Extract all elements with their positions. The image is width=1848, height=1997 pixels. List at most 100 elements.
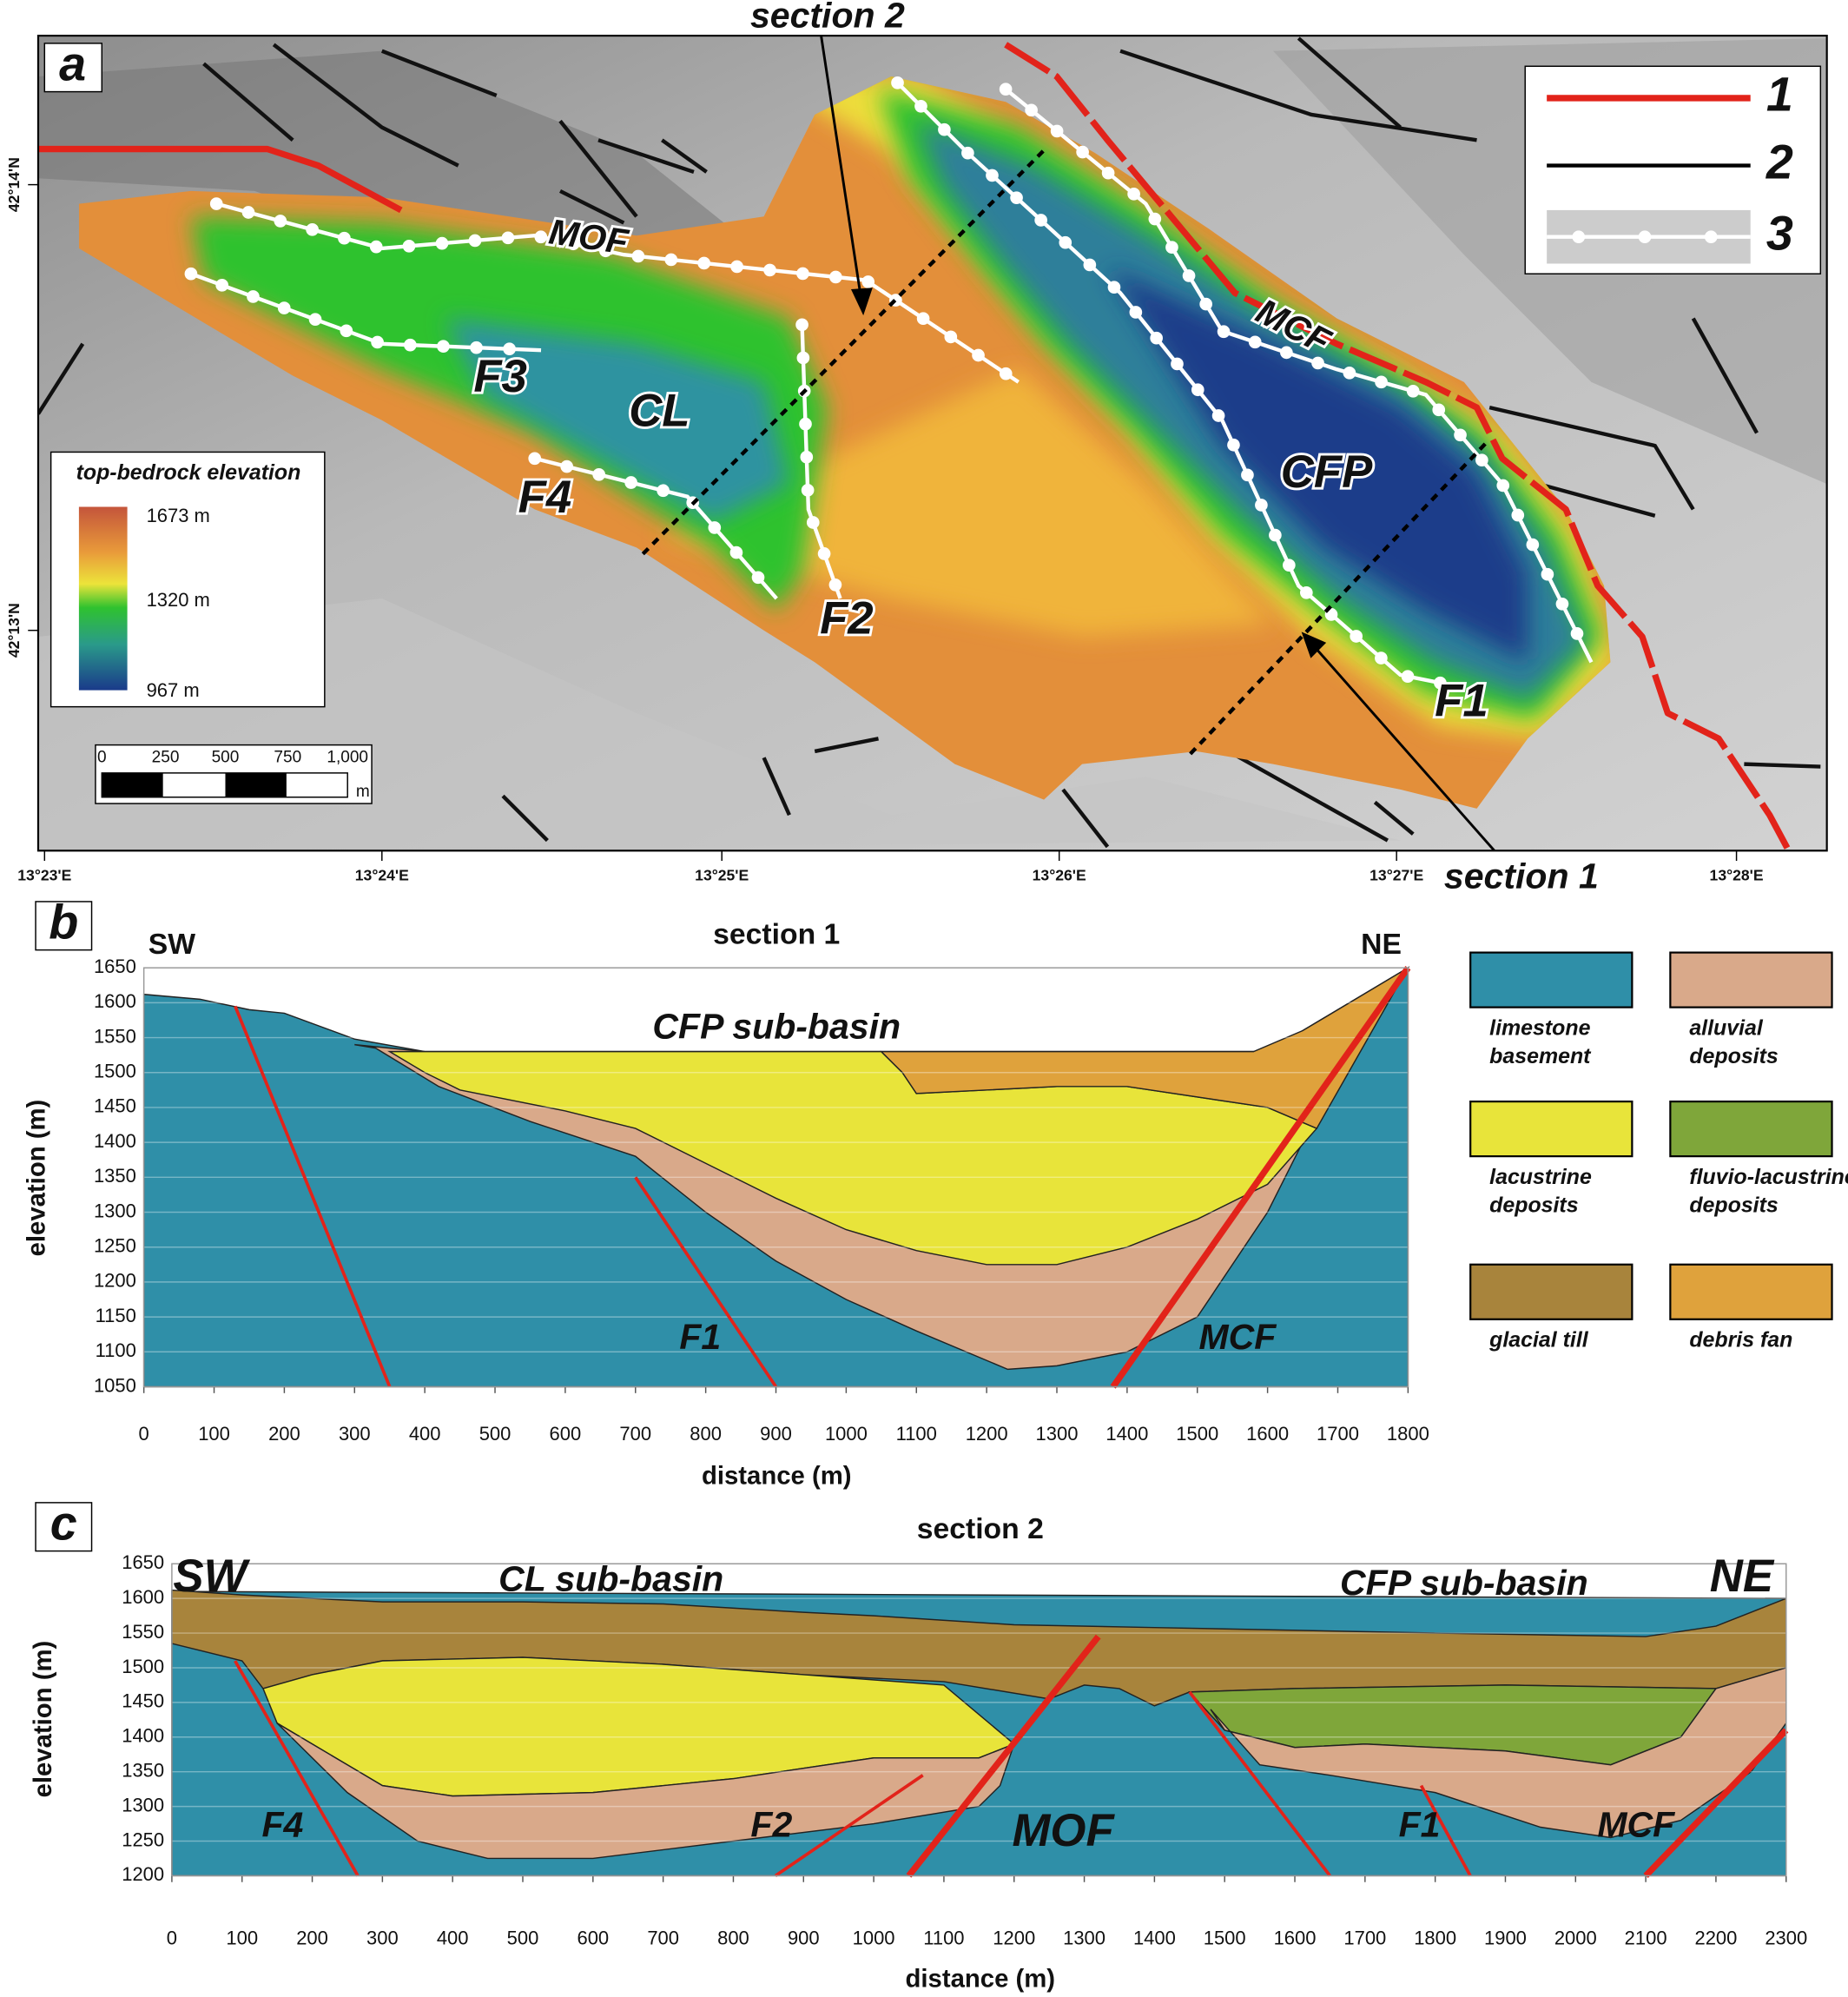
- lon-label: 13°24'E: [355, 866, 409, 883]
- x-tick-label: 0: [167, 1928, 177, 1949]
- y-tick-label: 1450: [94, 1095, 136, 1117]
- legend-label: fluvio-lacustrine deposits: [1689, 1165, 1848, 1217]
- panel-label: c: [50, 1496, 77, 1550]
- y-tick-label: 1200: [94, 1270, 136, 1292]
- lat-label: 42°14'N: [5, 157, 23, 212]
- map-label: F4: [518, 472, 572, 523]
- x-tick-label: 1100: [896, 1423, 937, 1445]
- scale-label: 750: [274, 748, 301, 766]
- chart-title: section 2: [917, 1512, 1044, 1545]
- y-tick-label: 1350: [94, 1165, 136, 1187]
- panel-box: [35, 901, 93, 951]
- annotation: MCF: [1597, 1805, 1675, 1845]
- hills: [37, 598, 1401, 851]
- annotation: NE: [1710, 1551, 1775, 1602]
- annotation: MOF: [1012, 1805, 1115, 1856]
- y-tick-label: 1500: [94, 1061, 136, 1082]
- lon-label: 13°27'E: [1370, 866, 1423, 883]
- y-tick-label: 1400: [122, 1725, 164, 1747]
- y-tick-label: 1450: [122, 1690, 164, 1712]
- legend-label: limestone basement: [1489, 1015, 1596, 1068]
- faults-1: [37, 42, 1792, 851]
- fault: [1110, 966, 1411, 1389]
- annotation: CFP sub-basin: [652, 1006, 901, 1046]
- map-label: 967 m: [147, 679, 200, 701]
- y-tick-label: 1500: [122, 1656, 164, 1677]
- x-tick-label: 0: [139, 1423, 149, 1445]
- x-tick-label: 500: [507, 1928, 539, 1949]
- x-tick-label: 800: [717, 1928, 749, 1949]
- fault: [906, 1634, 1101, 1878]
- map-label: CL: [629, 385, 690, 436]
- map-label: 1320 m: [147, 589, 210, 611]
- x-tick-label: 300: [366, 1928, 399, 1949]
- fault: [1643, 1728, 1789, 1878]
- map-label: m: [356, 783, 370, 801]
- legend-swatch: [1469, 951, 1634, 1008]
- x-tick-label: 200: [268, 1423, 300, 1445]
- x-tick-label: 2100: [1625, 1928, 1667, 1949]
- lat-label: 42°13'N: [5, 603, 23, 658]
- fault: [1419, 1784, 1472, 1877]
- x-tick-label: 100: [198, 1423, 230, 1445]
- y-tick-label: 1300: [122, 1794, 164, 1815]
- x-tick-label: 1500: [1176, 1423, 1218, 1445]
- section: 1200 1250 1300 1350 1400 1450 1500 1550 1600 1650…: [29, 1496, 1807, 1993]
- y-tick-label: 1550: [94, 1025, 136, 1047]
- annotation: SW: [148, 928, 195, 961]
- annotation: F1: [1399, 1805, 1441, 1845]
- y-tick-label: 1350: [122, 1759, 164, 1781]
- legend-label: lacustrine deposits: [1489, 1165, 1598, 1217]
- fault: [234, 1660, 360, 1877]
- scale-label: 1,000: [327, 748, 368, 766]
- scalebar-seg: [102, 772, 163, 797]
- annotation: MCF: [1198, 1317, 1277, 1357]
- x-tick-label: 200: [296, 1928, 328, 1949]
- map-label: CFP: [1281, 446, 1373, 498]
- x-tick-label: 1500: [1204, 1928, 1246, 1949]
- x-tick-label: 1100: [923, 1928, 964, 1949]
- chart-title: section 1: [713, 917, 840, 950]
- plot-frame: [171, 1563, 1787, 1877]
- x-tick-label: 400: [409, 1423, 441, 1445]
- x-tick-label: 1400: [1133, 1928, 1176, 1949]
- x-tick-label: 1300: [1063, 1928, 1106, 1949]
- map-label: section 1: [1444, 856, 1599, 896]
- y-tick-label: 1600: [94, 990, 136, 1012]
- x-tick-label: 500: [479, 1423, 512, 1445]
- legend-label: alluvial deposits: [1689, 1015, 1778, 1068]
- lon-label: 13°25'E: [695, 866, 749, 883]
- map-label: F3: [473, 351, 527, 402]
- y-tick-label: 1300: [94, 1200, 136, 1221]
- panel-box: [35, 1502, 93, 1552]
- colorbar: [78, 506, 128, 691]
- x-tick-label: 300: [339, 1423, 371, 1445]
- y-tick-label: 1550: [122, 1621, 164, 1643]
- annotation: F2: [750, 1805, 792, 1845]
- fault: [774, 1774, 924, 1877]
- layer: [276, 1723, 1015, 1860]
- x-tick-label: 100: [226, 1928, 258, 1949]
- x-tick-label: 1800: [1387, 1423, 1429, 1445]
- layer: [880, 966, 1410, 1129]
- x-tick-label: 1900: [1484, 1928, 1527, 1949]
- y-tick-label: 1200: [122, 1863, 164, 1885]
- x-tick-label: 1700: [1317, 1423, 1359, 1445]
- x-axis-label: distance (m): [906, 1964, 1056, 1993]
- lon-label: 13°26'E: [1033, 866, 1086, 883]
- x-tick-label: 1600: [1274, 1928, 1317, 1949]
- legend-swatch: [1669, 1100, 1833, 1158]
- lon-label: 13°28'E: [1710, 866, 1764, 883]
- x-tick-label: 1400: [1106, 1423, 1148, 1445]
- lon-label: 13°23'E: [17, 866, 71, 883]
- map-label: 2: [1766, 135, 1793, 188]
- x-tick-label: 2200: [1694, 1928, 1737, 1949]
- x-tick-label: 1600: [1246, 1423, 1289, 1445]
- x-tick-label: 800: [690, 1423, 722, 1445]
- x-tick-label: 600: [577, 1928, 609, 1949]
- faults-2: [37, 36, 1821, 849]
- legend-swatch: [1669, 1263, 1833, 1320]
- section-arrows: [820, 36, 1496, 851]
- x-tick-label: 1000: [853, 1928, 895, 1949]
